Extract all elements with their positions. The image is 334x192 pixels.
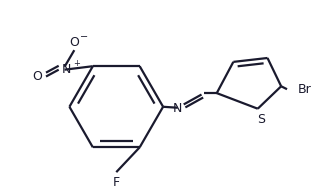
Text: N: N — [62, 63, 71, 76]
Text: F: F — [113, 176, 120, 189]
Text: O: O — [32, 70, 42, 83]
Text: N: N — [173, 102, 182, 115]
Text: +: + — [73, 59, 80, 68]
Text: Br: Br — [298, 83, 311, 96]
Text: −: − — [80, 32, 88, 42]
Text: S: S — [257, 113, 265, 126]
Text: O: O — [69, 36, 79, 49]
